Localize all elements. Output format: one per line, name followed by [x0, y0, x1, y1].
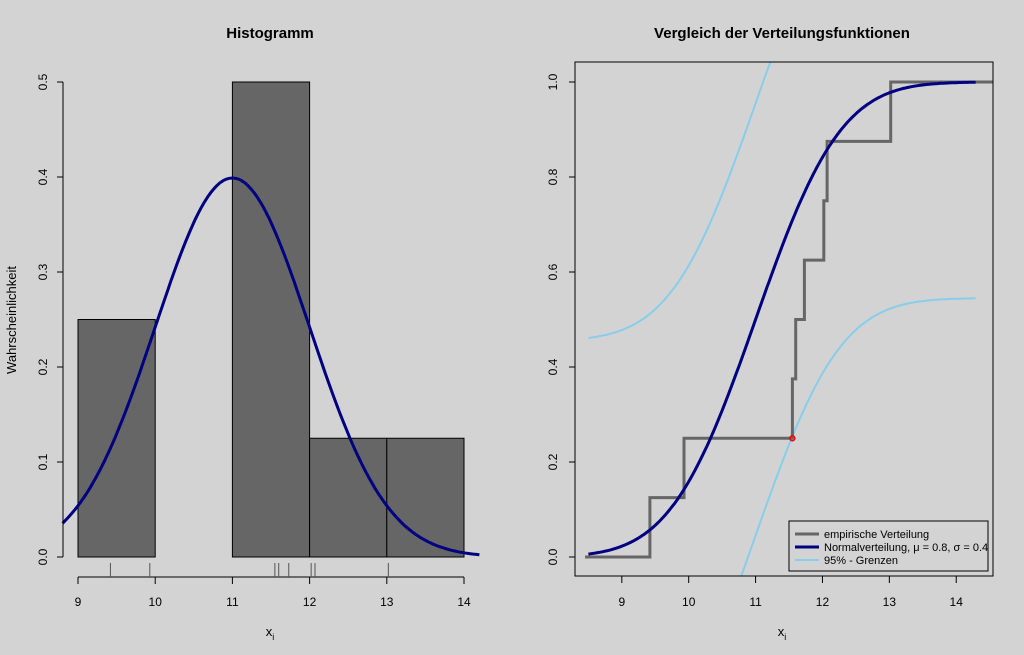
hist-y-label: Wahrscheinlichkeit: [4, 266, 19, 374]
hist-x-tick-label: 11: [226, 595, 239, 609]
hist-x-label-sub: i: [272, 632, 274, 642]
hist-y-tick-label: 0.0: [36, 548, 50, 565]
cdf-x-ticks: 9 10 11 12 13 14: [618, 576, 963, 609]
cdf-x-tick-label: 12: [816, 595, 830, 609]
cdf-highlight-point: [789, 435, 796, 442]
hist-x-tick-label: 14: [457, 595, 471, 609]
legend-label-bounds: 95% - Grenzen: [824, 555, 898, 567]
hist-y-tick-label: 0.3: [36, 263, 50, 280]
legend-label-empirical: empirische Verteilung: [824, 529, 929, 541]
hist-x-tick-label: 10: [149, 595, 163, 609]
cdf-lower-bound: [740, 297, 976, 576]
legend-box: [788, 520, 989, 572]
histogram-bar-2: [231, 81, 311, 558]
cdf-normal-curve: [588, 80, 976, 556]
hist-x-label: xi: [266, 624, 275, 642]
cdf-y-tick-label: 0.8: [546, 168, 560, 185]
cdf-x-tick-label: 11: [749, 595, 762, 609]
cdf-legend: empirische Verteilung Normalverteilung, …: [788, 520, 989, 572]
hist-y-tick-label: 0.1: [36, 453, 50, 470]
cdf-y-tick-label: 1.0: [546, 73, 560, 90]
histogram-title: Histogramm: [226, 25, 314, 42]
histogram-density-curve: [61, 176, 480, 557]
cdf-x-tick-label: 14: [950, 595, 964, 609]
hist-x-tick-label: 12: [303, 595, 317, 609]
cdf-empirical-step: [585, 80, 993, 559]
histogram-bar-3: [309, 437, 388, 558]
cdf-x-tick-label: 13: [883, 595, 897, 609]
hist-x-ticks: 9 10 11 12 13 14: [75, 577, 471, 609]
cdf-y-tick-label: 0.6: [546, 263, 560, 280]
legend-label-normal: Normalverteilung, μ = 0.8, σ = 0.4: [824, 542, 988, 554]
cdf-title: Vergleich der Verteilungsfunktionen: [654, 25, 910, 42]
histogram-bar-0: [77, 319, 156, 558]
hist-y-tick-label: 0.2: [36, 358, 50, 375]
cdf-x-label: xi: [778, 624, 787, 642]
hist-x-tick-label: 9: [75, 595, 82, 609]
cdf-plot-box: [574, 61, 994, 577]
histogram-bar-4: [386, 437, 465, 558]
cdf-y-tick-label: 0.4: [546, 358, 560, 375]
cdf-x-tick-label: 9: [618, 595, 625, 609]
cdf-x-label-sub: i: [784, 632, 786, 642]
cdf-y-ticks: 0.0 0.2 0.4 0.6 0.8 1.0: [546, 73, 575, 565]
cdf-y-tick-label: 0.2: [546, 453, 560, 470]
hist-y-tick-label: 0.4: [36, 168, 50, 185]
cdf-upper-bound: [588, 62, 772, 339]
hist-y-ticks: 0.0 0.1 0.2 0.3 0.4 0.5: [36, 73, 63, 565]
cdf-y-tick-label: 0.0: [546, 548, 560, 565]
hist-y-tick-label: 0.5: [36, 73, 50, 90]
cdf-x-label-main: x: [778, 624, 785, 639]
hist-x-label-main: x: [266, 624, 273, 639]
hist-x-tick-label: 13: [380, 595, 394, 609]
histogram-bars: [77, 81, 465, 558]
hist-rug-marks: [109, 563, 389, 577]
cdf-x-tick-label: 10: [682, 595, 696, 609]
